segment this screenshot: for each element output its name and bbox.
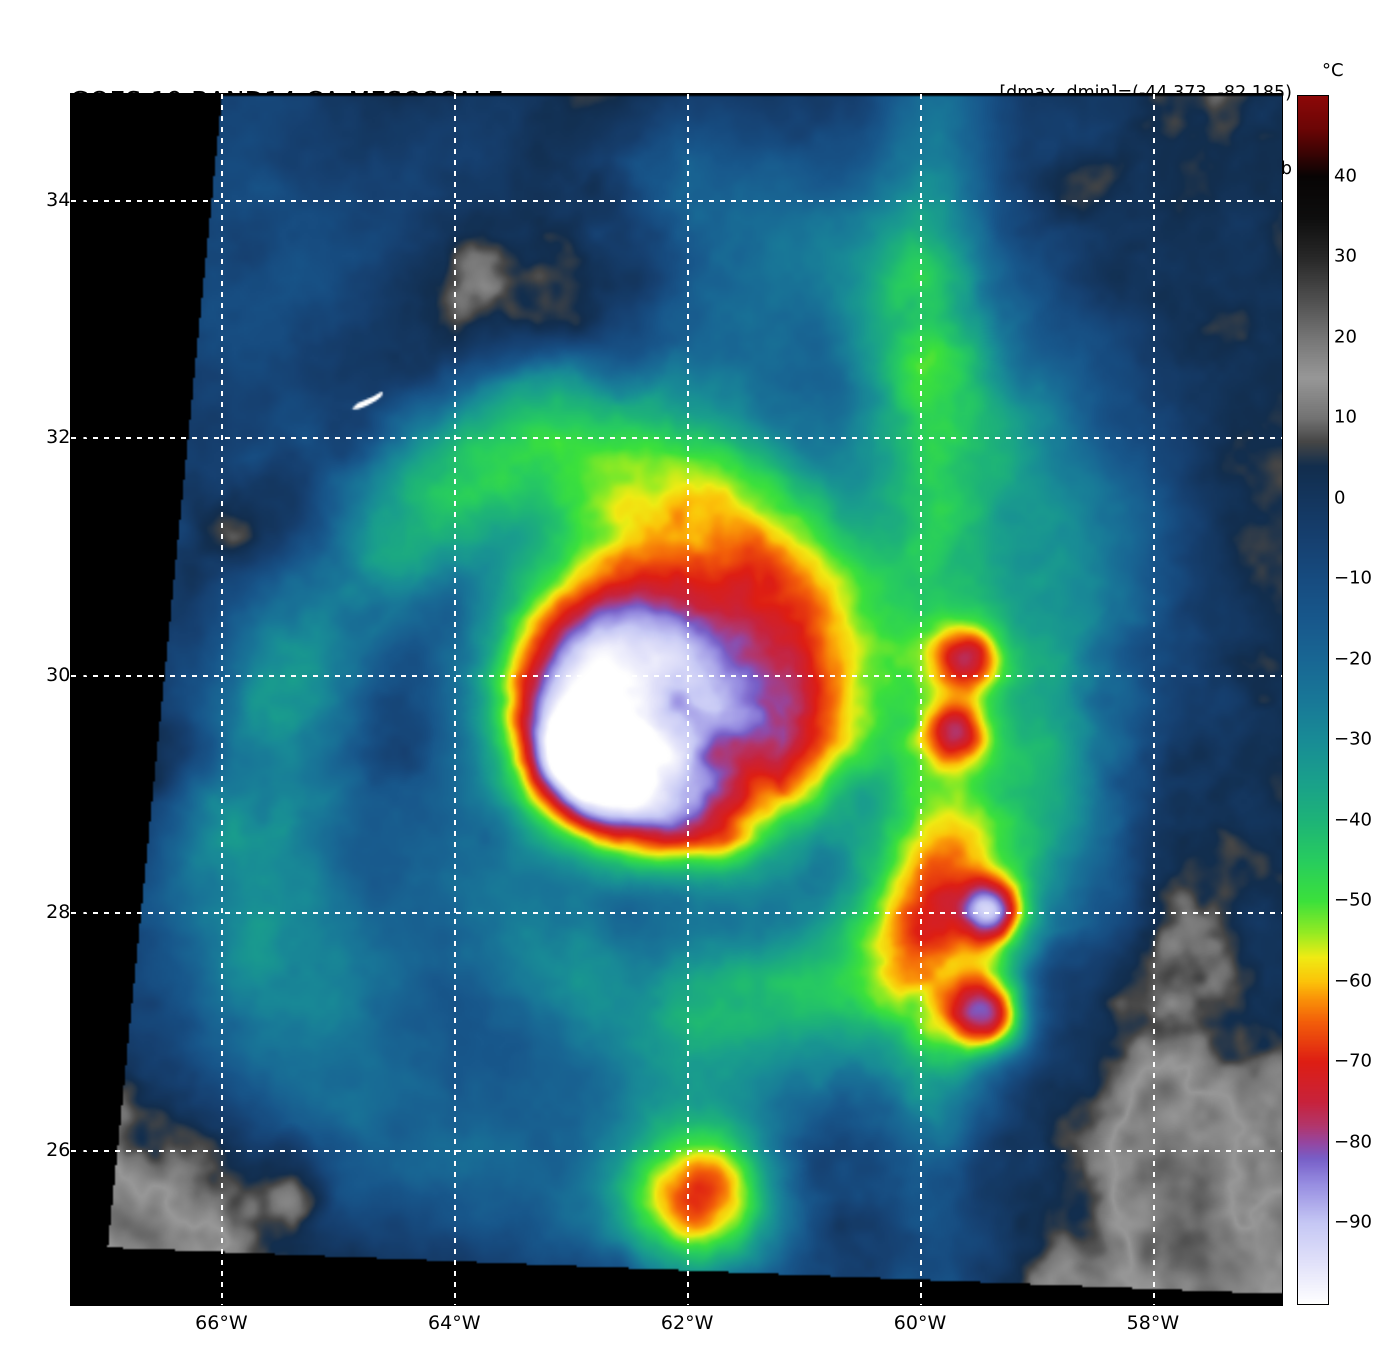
gridline-lon-62°W	[687, 94, 690, 1305]
graticule-overlay	[71, 94, 1282, 1305]
lat-tick-label: 34°N	[46, 188, 94, 211]
colorbar-tick--80: −80	[1334, 1131, 1372, 1153]
colorbar-tick-30: 30	[1334, 245, 1357, 267]
gridline-lat-28°N	[71, 912, 1282, 915]
colorbar-tick-40: 40	[1334, 165, 1357, 187]
colorbar-tick--40: −40	[1334, 809, 1372, 831]
lat-tick-label: 28°N	[46, 901, 94, 924]
gridline-lat-26°N	[71, 1149, 1282, 1152]
lat-tick-label: 32°N	[46, 426, 94, 449]
satellite-image-plot: Copyright © 2020-2025 Dapiya	[70, 93, 1283, 1306]
lon-tick-label: 64°W	[428, 1312, 481, 1334]
lat-tick-label: 30°N	[46, 663, 94, 686]
colorbar-tick--60: −60	[1334, 970, 1372, 992]
lon-tick-label: 60°W	[893, 1312, 947, 1334]
colorbar-tick--90: −90	[1334, 1211, 1372, 1233]
colorbar-tick--70: −70	[1334, 1050, 1372, 1072]
colorbar	[1297, 95, 1329, 1305]
colorbar-tick--20: −20	[1334, 648, 1372, 670]
lon-tick-label: 58°W	[1126, 1312, 1180, 1334]
colorbar-tick--30: −30	[1334, 728, 1372, 750]
gridline-lat-34°N	[71, 199, 1282, 202]
colorbar-gradient	[1298, 96, 1328, 1304]
colorbar-tick-0: 0	[1334, 487, 1346, 509]
lat-tick-label: 26°N	[46, 1138, 94, 1161]
gridline-lon-60°W	[920, 94, 923, 1305]
gridline-lat-30°N	[71, 674, 1282, 677]
colorbar-tick-10: 10	[1334, 406, 1357, 428]
gridline-lon-58°W	[1152, 94, 1155, 1305]
satellite-imagery-canvas	[71, 94, 1282, 1305]
lon-tick-label: 62°W	[660, 1312, 714, 1334]
colorbar-tick--50: −50	[1334, 889, 1372, 911]
gridline-lat-32°N	[71, 437, 1282, 440]
lon-tick-label: 66°W	[195, 1312, 248, 1334]
colorbar-tick-20: 20	[1334, 326, 1357, 348]
colorbar-unit-label: °C	[1322, 60, 1344, 81]
gridline-lon-66°W	[221, 94, 224, 1305]
gridline-lon-64°W	[454, 94, 457, 1305]
colorbar-tick--10: −10	[1334, 567, 1372, 589]
